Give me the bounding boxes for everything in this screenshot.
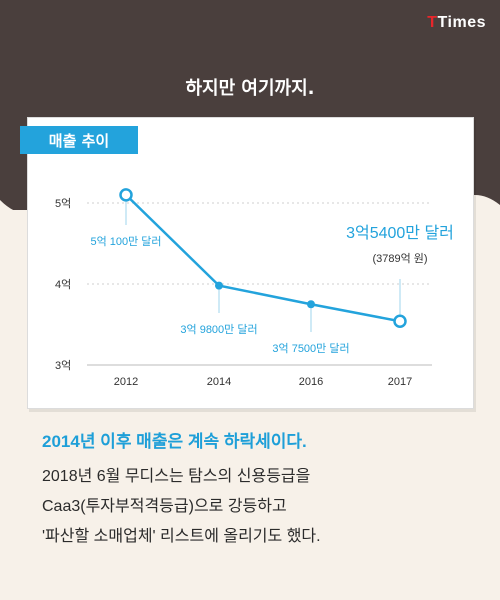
data-label: 3억 9800만 달러 [180,323,257,336]
body-line-3: '파산할 소매업체' 리스트에 올리기도 했다. [42,528,321,545]
data-point-hollow [393,314,407,329]
body-text: 2014년 이후 매출은 계속 하락세이다. 2018년 6월 무디스는 탐스의… [42,427,472,552]
logo-t: T [427,14,438,31]
data-sub-label: (3789억 원) [372,252,427,265]
brand-logo: TTimes [427,14,486,32]
sales-trend-chart: 5억 4억 3억 2012 2014 2016 2017 5억 100만 달러 3억 9800만… [55,188,454,388]
data-label: 3억 7500만 달러 [272,342,349,355]
series-line [125,194,401,323]
body-line-1: 2018년 6월 무디스는 탐스의 신용등급을 [42,468,311,485]
logo-text: Times [437,14,486,31]
data-label: 3억5400만 달러 [346,224,454,242]
body-line-2: Caa3(투자부적격등급)으로 강등하고 [42,498,287,515]
data-point [307,300,315,309]
lead-sentence: 2014년 이후 매출은 계속 하락세이다. [42,432,307,451]
x-tick-label: 2014 [207,376,231,388]
chart-card [27,117,474,409]
x-tick-label: 2016 [299,376,323,388]
y-tick-label: 4억 [55,278,71,291]
x-tick-label: 2012 [114,376,138,388]
data-point [215,281,223,290]
headline: 하지만 여기까지. [185,78,315,99]
x-tick-label: 2017 [388,376,412,388]
chart-tab-label: 매출 추이 [20,126,138,154]
y-tick-label: 5억 [55,197,71,210]
data-point-hollow [119,188,133,202]
data-label: 5억 100만 달러 [90,235,161,248]
y-tick-label: 3억 [55,359,71,372]
